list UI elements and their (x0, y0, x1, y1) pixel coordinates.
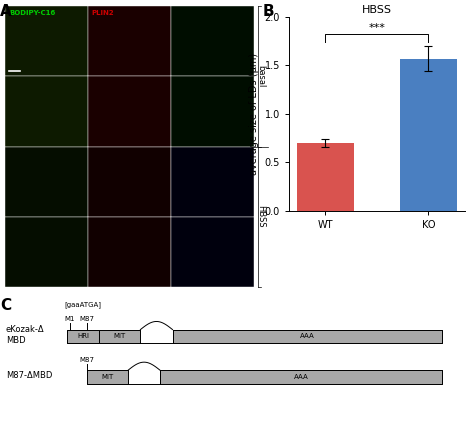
Bar (67, 330, 441, 343)
Bar (87, 371, 441, 384)
Bar (99, 330, 140, 343)
Text: BODIPY-C16: BODIPY-C16 (9, 10, 55, 16)
Bar (160, 371, 441, 384)
Text: C: C (0, 298, 11, 313)
Text: MIT: MIT (101, 374, 113, 380)
Title: HBSS: HBSS (362, 5, 392, 15)
Text: AAA: AAA (293, 374, 308, 380)
Text: [gaaATGA]: [gaaATGA] (64, 301, 101, 308)
Bar (140, 330, 173, 343)
Text: HBSS: HBSS (256, 206, 265, 228)
Text: PLIN2: PLIN2 (92, 10, 114, 16)
Bar (128, 371, 160, 384)
Bar (87, 371, 128, 384)
Text: eKozak-Δ
MBD: eKozak-Δ MBD (6, 325, 44, 345)
Text: M87: M87 (79, 316, 94, 322)
Bar (67, 330, 99, 343)
Text: HRI: HRI (77, 333, 89, 339)
Bar (173, 330, 442, 343)
Text: A: A (0, 4, 12, 19)
Bar (400, 59, 456, 211)
Text: AAA: AAA (300, 333, 314, 339)
Text: ***: *** (368, 23, 385, 33)
Text: MIT: MIT (114, 333, 126, 339)
Bar (297, 143, 354, 211)
Y-axis label: average size of LDs (μm): average size of LDs (μm) (249, 53, 259, 175)
Text: M87: M87 (79, 357, 94, 363)
Text: M1: M1 (65, 316, 75, 322)
Text: M87-ΔMBD: M87-ΔMBD (6, 371, 52, 380)
Text: B: B (263, 4, 275, 19)
Text: basal: basal (256, 65, 265, 88)
